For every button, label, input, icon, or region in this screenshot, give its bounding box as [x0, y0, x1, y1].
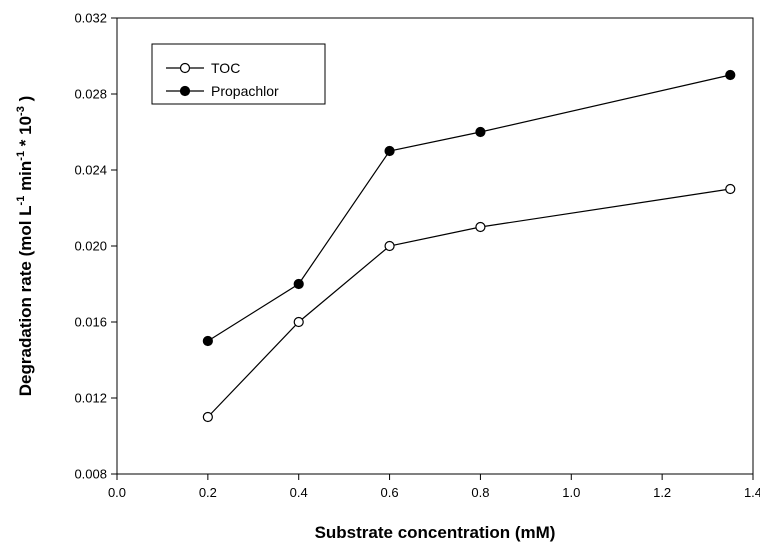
- data-point: [202, 411, 213, 423]
- x-tick-label: 0.0: [108, 485, 126, 500]
- y-tick-label: 0.024: [74, 163, 107, 178]
- y-axis-title-text: ): [16, 96, 35, 106]
- y-axis-title: Degradation rate (mol L-1 min-1 * 10-3 ): [15, 96, 35, 396]
- data-point: [293, 316, 304, 328]
- y-tick-label: 0.016: [74, 315, 107, 330]
- data-point: [384, 240, 395, 252]
- y-axis: 0.008 0.012 0.016 0.020 0.024 0.028 0.032: [74, 11, 117, 482]
- x-tick-label: 0.4: [290, 485, 308, 500]
- legend-marker: [179, 85, 191, 97]
- series-layer: [202, 69, 736, 423]
- legend: TOC Propachlor: [151, 43, 326, 105]
- y-axis-title-superscript: -1: [15, 196, 27, 206]
- y-axis-title-text: min: [16, 161, 35, 196]
- data-point: [725, 183, 736, 195]
- y-tick-label: 0.032: [74, 11, 107, 26]
- legend-box: [151, 43, 326, 105]
- x-tick-label: 0.2: [199, 485, 217, 500]
- data-point: [475, 221, 486, 233]
- data-point: [725, 69, 736, 81]
- y-tick-label: 0.028: [74, 87, 107, 102]
- legend-label: Propachlor: [211, 83, 279, 99]
- y-tick-label: 0.012: [74, 391, 107, 406]
- x-axis-title: Substrate concentration (mM): [315, 523, 556, 542]
- y-axis-title-text: Degradation rate (mol L: [16, 205, 35, 396]
- series-line: [207, 188, 731, 418]
- data-point: [202, 335, 213, 347]
- x-axis: 0.0 0.2 0.4 0.6 0.8 1.0 1.2 1.4: [108, 474, 760, 500]
- x-tick-label: 1.4: [744, 485, 760, 500]
- legend-label: TOC: [211, 60, 240, 76]
- legend-marker: [179, 62, 191, 74]
- y-axis-title-text: * 10: [16, 116, 35, 151]
- x-tick-label: 1.0: [562, 485, 580, 500]
- x-tick-label: 0.6: [381, 485, 399, 500]
- x-tick-label: 1.2: [653, 485, 671, 500]
- y-axis-title-superscript: -1: [15, 151, 27, 161]
- series-propachlor: [202, 69, 736, 347]
- data-point: [475, 126, 486, 138]
- y-tick-label: 0.008: [74, 467, 107, 482]
- series-toc: [202, 183, 736, 423]
- series-line: [207, 74, 731, 342]
- y-tick-label: 0.020: [74, 239, 107, 254]
- data-point: [293, 278, 304, 290]
- y-axis-title-superscript: -3: [15, 106, 27, 116]
- x-tick-label: 0.8: [471, 485, 489, 500]
- data-point: [384, 145, 395, 157]
